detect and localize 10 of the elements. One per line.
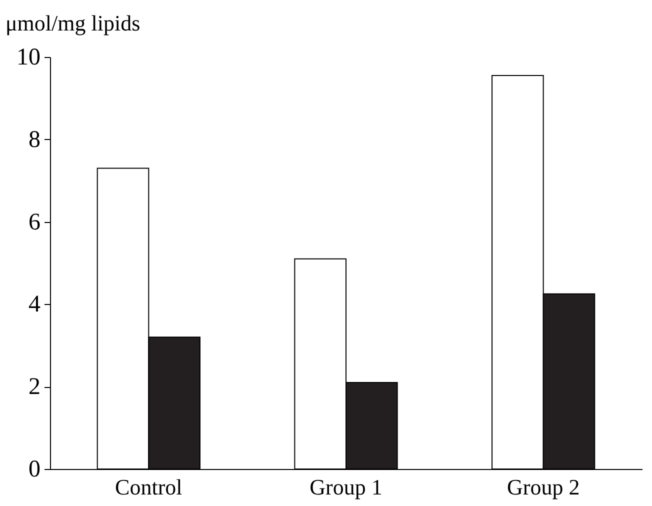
- y-tick-label: 10: [16, 44, 40, 70]
- y-tick-label: 6: [28, 209, 40, 236]
- x-tick-label: Control: [115, 474, 182, 500]
- x-tick-label: Group 2: [506, 474, 580, 500]
- y-tick-label: 2: [28, 374, 40, 400]
- y-axis-title: μmol/mg lipids: [6, 10, 140, 36]
- y-tick-label: 0: [28, 456, 40, 482]
- y-tick-label: 4: [28, 292, 40, 318]
- x-tick-label: Group 1: [310, 474, 382, 500]
- y-tick-label: 8: [28, 126, 40, 153]
